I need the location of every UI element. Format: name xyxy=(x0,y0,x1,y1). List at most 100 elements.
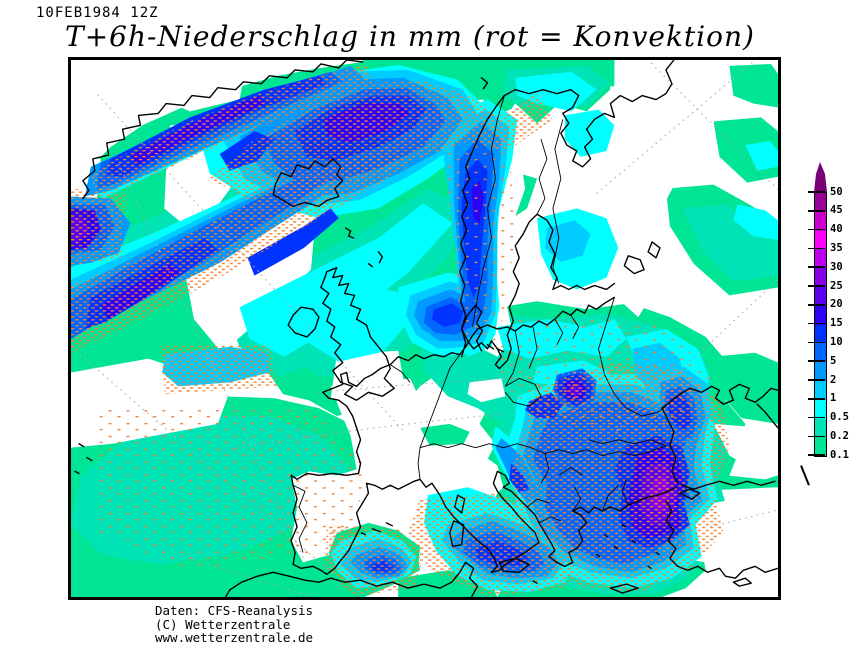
scale-tick xyxy=(808,341,825,344)
scale-cell xyxy=(815,268,826,287)
scale-tick-label: 5 xyxy=(830,354,837,367)
scale-tick xyxy=(808,416,825,419)
coastline xyxy=(623,255,645,275)
attribution-line: Daten: CFS-Reanalysis xyxy=(155,603,314,618)
precip-area xyxy=(729,63,778,108)
scale-tick xyxy=(808,398,825,400)
convection-stipple-area xyxy=(209,79,553,201)
dry-area xyxy=(166,67,246,112)
scale-tail-line xyxy=(800,465,810,486)
scale-tick-label: 15 xyxy=(830,317,843,330)
coastline xyxy=(290,371,677,575)
coastline xyxy=(503,60,675,168)
scale-tick-label: 0.5 xyxy=(830,411,849,424)
country-border xyxy=(540,453,583,484)
coastline xyxy=(449,520,465,548)
scale-tick-label: 50 xyxy=(830,185,843,198)
scale-tick xyxy=(808,304,825,306)
island-mark xyxy=(480,77,489,90)
scale-tick-label: 25 xyxy=(830,279,843,292)
map-title: T+6h-Niederschlag in mm (rot = Konvektio… xyxy=(65,20,755,53)
scale-tick-label: 35 xyxy=(830,241,843,254)
precip-area xyxy=(306,282,409,362)
scale-tick-label: 30 xyxy=(830,260,843,273)
country-border xyxy=(472,95,505,328)
country-border xyxy=(598,297,667,417)
precip-area xyxy=(713,352,778,424)
coastline xyxy=(679,488,701,500)
graticule-line xyxy=(596,60,756,194)
scale-tick-label: 2 xyxy=(830,373,837,386)
country-border xyxy=(528,326,538,369)
country-border xyxy=(504,377,542,407)
country-border xyxy=(554,314,580,346)
coastline xyxy=(320,266,395,401)
coastline xyxy=(363,296,616,380)
dry-area xyxy=(713,423,778,476)
coastline xyxy=(459,94,616,370)
scale-cell xyxy=(815,362,826,381)
coastline xyxy=(454,494,466,514)
country-border xyxy=(536,138,548,215)
scale-cell xyxy=(815,324,826,344)
coastline xyxy=(732,577,752,587)
precip-area xyxy=(733,204,778,240)
scale-cell xyxy=(815,418,826,438)
scale-tick-label: 0.2 xyxy=(830,429,849,442)
coastline xyxy=(367,263,374,268)
scale-tick-label: 1 xyxy=(830,392,837,405)
scale-cell xyxy=(815,230,826,250)
coastline xyxy=(272,158,344,208)
coastline xyxy=(486,344,505,353)
scale-tick-label: 40 xyxy=(830,223,843,236)
graticule-line xyxy=(71,346,335,575)
scale-tick-label: 45 xyxy=(830,204,843,217)
convection-stipple-area xyxy=(71,188,126,266)
country-border xyxy=(588,439,667,447)
scale-tick xyxy=(808,191,825,193)
scale-arrow xyxy=(814,162,827,192)
country-border xyxy=(419,443,667,457)
scale-cells xyxy=(814,192,827,458)
scale-cell xyxy=(815,193,826,212)
scale-tick xyxy=(808,210,825,212)
scale-cell xyxy=(815,305,826,325)
island-marks xyxy=(74,77,660,584)
coastline xyxy=(228,561,479,597)
island-mark xyxy=(360,522,393,536)
country-border xyxy=(572,479,629,512)
country-border xyxy=(504,330,520,387)
coastline xyxy=(498,557,530,573)
country-border xyxy=(292,484,308,553)
convection-stipple-area xyxy=(160,344,278,395)
scale-tick xyxy=(808,247,825,250)
scale-cell xyxy=(815,286,826,306)
scale-cell xyxy=(815,437,826,457)
country-borders xyxy=(292,95,667,553)
scale-tick xyxy=(808,435,825,438)
coastline xyxy=(224,589,231,597)
graticule-line xyxy=(615,279,778,432)
graticule-line xyxy=(97,94,404,432)
scale-tick-label: 0.1 xyxy=(830,448,849,461)
scale-cell xyxy=(815,399,826,419)
scale-cell xyxy=(815,249,826,269)
precip-area xyxy=(239,203,453,357)
run-date-label: 10FEB1984 12Z xyxy=(36,5,159,21)
scale-tick-label: 20 xyxy=(830,298,843,311)
scale-tick xyxy=(808,266,825,268)
scale-tick xyxy=(808,360,825,362)
scale-cell xyxy=(815,211,826,231)
convection-stipple-area xyxy=(94,404,367,571)
attribution-line: (C) Wetterzentrale xyxy=(155,616,291,632)
coastline xyxy=(756,403,778,429)
coastline xyxy=(609,583,639,594)
scale-tick-label: 10 xyxy=(830,335,843,348)
coastline xyxy=(82,60,364,182)
island-mark xyxy=(532,580,538,584)
scale-tick xyxy=(808,285,825,287)
coastline xyxy=(344,227,355,239)
scale-tick xyxy=(808,454,825,456)
country-border xyxy=(552,119,564,284)
